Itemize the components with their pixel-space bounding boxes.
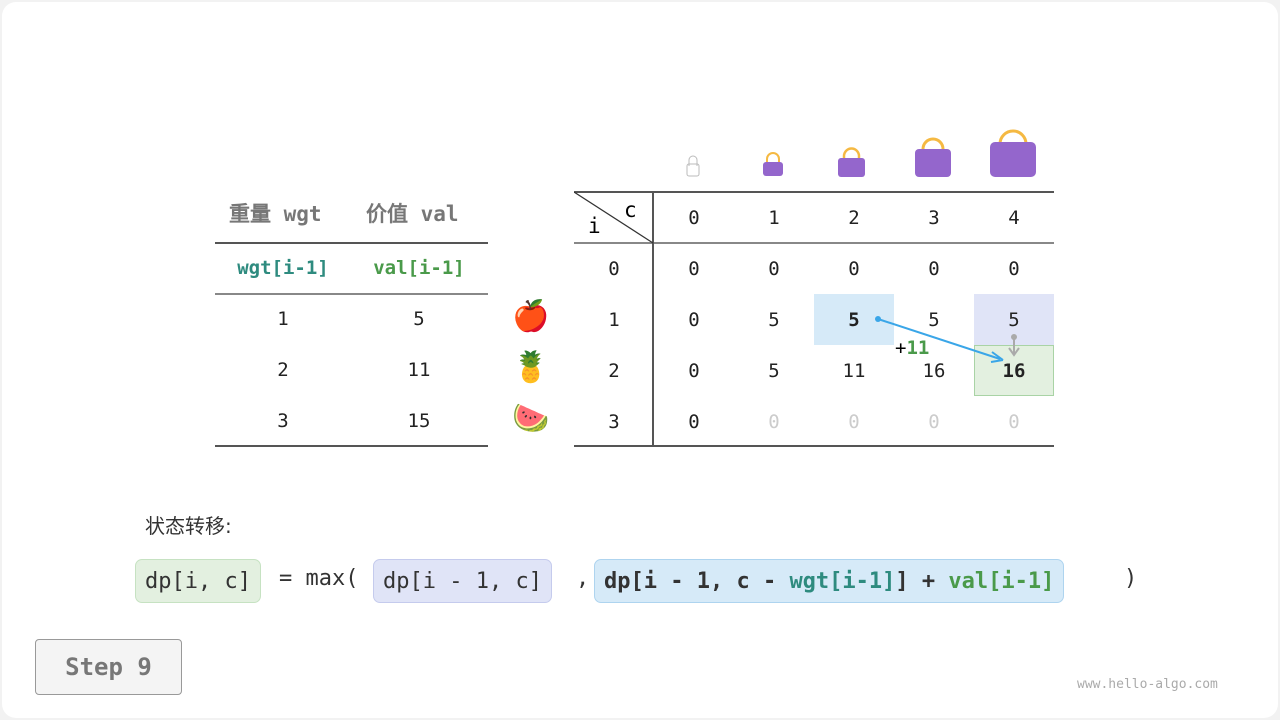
dp-cell: 5 [1008,308,1020,331]
dp-cell: 11 [842,359,866,382]
formula-dp-part: dp[i - 1, c - [604,568,790,594]
corner-diagonal [574,192,654,244]
dp-cell: 16 [922,359,946,382]
bag-icon-1 [763,152,783,176]
item-weight: 2 [277,359,289,381]
formula-val: val[i-1] [948,568,1055,594]
dp-cell: 5 [848,308,860,331]
divider [574,191,1054,193]
subheader-val: val[i-1] [373,257,465,279]
row-header: 2 [608,359,620,382]
dp-cell: 5 [928,308,940,331]
row-header: 0 [608,257,620,280]
col-header: 2 [848,206,860,229]
divider [574,445,1054,447]
bag-icon-2 [838,147,865,177]
dp-cell: 0 [1008,410,1020,433]
formula-close: ) [1124,566,1138,591]
dp-cell: 0 [688,257,700,280]
item-value: 5 [413,308,425,330]
formula-max: = max( [279,566,359,591]
formula-label: 状态转移: [145,514,232,538]
formula-wgt: wgt[i-1] [789,568,896,594]
dp-cell: 0 [928,257,940,280]
divider [215,242,488,244]
formula-lhs: dp[i, c] [135,559,261,603]
dp-cell: 0 [848,410,860,433]
dp-cell: 5 [768,359,780,382]
dp-cell: 0 [688,410,700,433]
formula-plus: ] + [895,568,949,594]
dp-cell: 0 [928,410,940,433]
transition-arrow [875,316,1004,363]
col-header: 0 [688,206,700,229]
dp-cell: 16 [1002,359,1026,382]
divider [215,293,488,295]
bag-icon-3 [915,137,951,177]
added-value: 11 [906,337,930,359]
down-arrow [1008,334,1020,357]
corner-i: i [588,214,601,238]
divider [652,192,654,446]
watermelon-icon: 🍉 [512,401,550,436]
dp-cell: 5 [768,308,780,331]
col-header: 3 [928,206,940,229]
dp-cell: 0 [688,308,700,331]
watermark: www.hello-algo.com [1077,677,1218,692]
bag-icon-4 [990,129,1036,177]
col-header: 4 [1008,206,1020,229]
formula-option-2: dp[i - 1, c - wgt[i-1]] + val[i-1] [594,559,1065,603]
row-header: 1 [608,308,620,331]
dp-cell: 0 [1008,257,1020,280]
formula-option-1: dp[i - 1, c] [373,559,552,603]
item-weight: 1 [277,308,289,330]
step-button[interactable]: Step 9 [35,639,182,695]
apple-icon: 🍎 [512,299,550,334]
header-value: 价值 val [366,202,459,226]
divider [215,445,488,447]
dp-cell: 0 [688,359,700,382]
value-annotation: +11 [895,337,929,359]
dp-cell: 0 [768,410,780,433]
header-weight: 重量 wgt [229,202,322,226]
item-weight: 3 [277,410,289,432]
item-value: 15 [407,410,431,432]
dp-cell: 0 [848,257,860,280]
dp-cell: 0 [768,257,780,280]
row-header: 3 [608,410,620,433]
col-header: 1 [768,206,780,229]
bag-icon-0 [686,155,700,177]
item-value: 11 [407,359,431,381]
formula-comma: , [576,566,590,591]
pineapple-icon: 🍍 [512,350,550,385]
subheader-wgt: wgt[i-1] [237,257,329,279]
bag-icons [686,129,1036,177]
divider [574,242,1054,244]
corner-c: c [624,198,637,222]
plus-sign: + [895,337,907,359]
